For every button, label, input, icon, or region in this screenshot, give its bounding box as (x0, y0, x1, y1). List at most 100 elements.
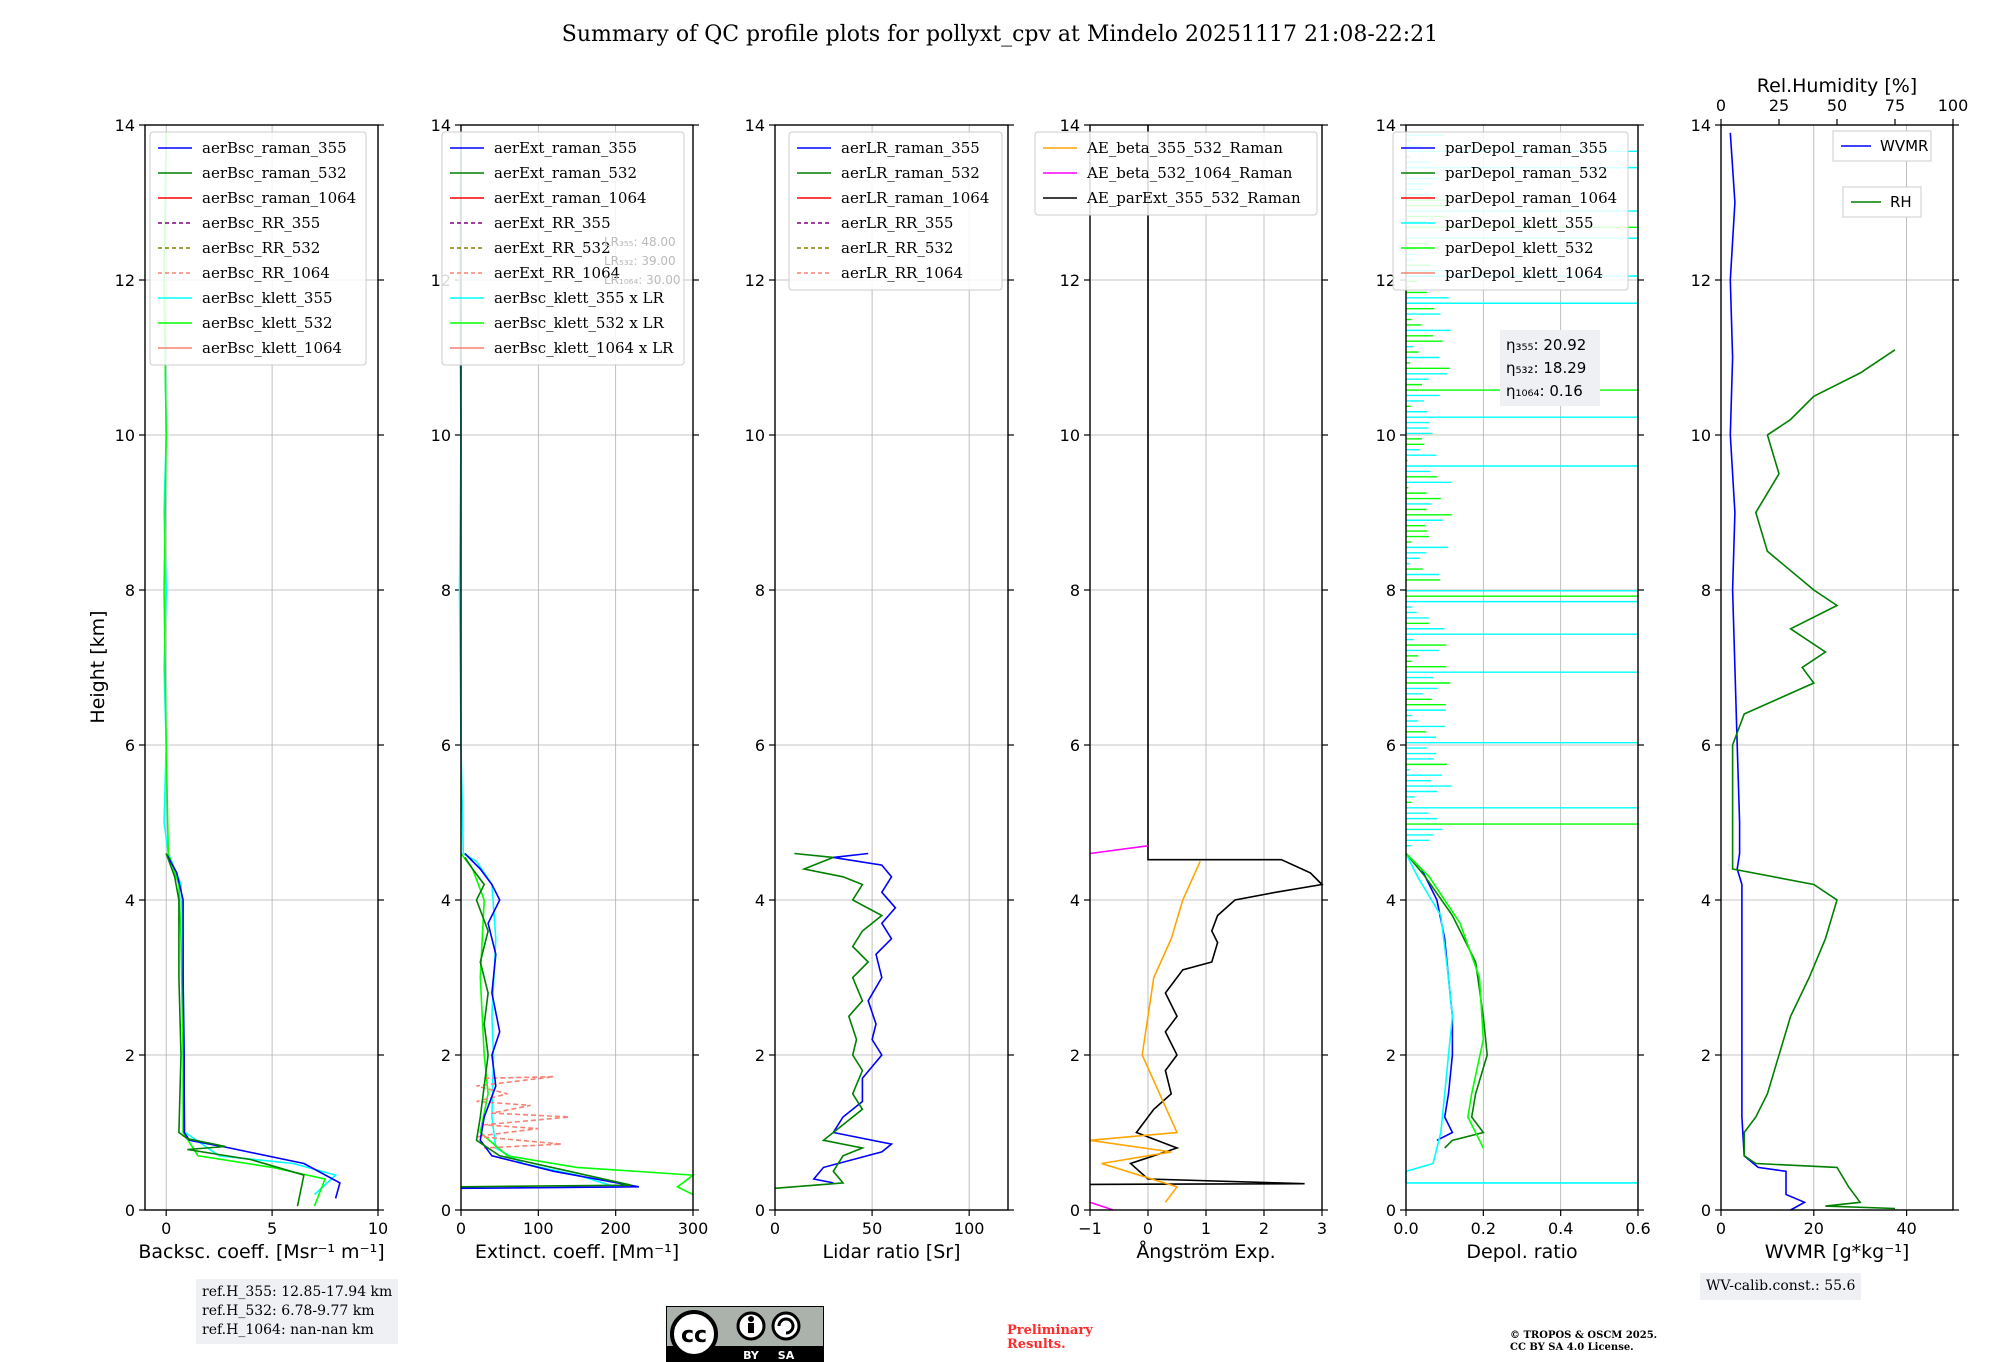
x-tick-label: 10 (368, 1219, 388, 1238)
y-tick-label: 4 (1070, 891, 1080, 910)
legend-label: parDepol_klett_1064 (1445, 264, 1603, 282)
series-line-parDepol_raman_532 (1405, 852, 1489, 1149)
legend-rh: RH (1842, 186, 1922, 218)
series-line-AE_beta_532_1064_Raman_low (1089, 1201, 1114, 1211)
legend-label: aerLR_raman_355 (841, 139, 980, 157)
ref-height-532: ref.H_532: 6.78-9.77 km (202, 1303, 375, 1319)
y-tick-label: 10 (1060, 426, 1080, 445)
y-tick-label: 4 (441, 891, 451, 910)
legend-label: aerBsc_RR_532 (202, 239, 320, 257)
legend-label: aerBsc_RR_1064 (202, 264, 330, 282)
y-tick-label: 12 (1060, 271, 1080, 290)
y-tick-label: 6 (125, 736, 135, 755)
legend-label: aerBsc_klett_355 x LR (494, 289, 665, 307)
x-tick-label: 100 (954, 1219, 985, 1238)
legend-label: aerBsc_raman_355 (202, 139, 347, 157)
axes-frame (460, 124, 694, 1211)
y-tick-label: 8 (125, 581, 135, 600)
ref-height-355: ref.H_355: 12.85-17.94 km (202, 1284, 393, 1300)
y-tick-label: 12 (745, 271, 765, 290)
y-tick-label: 12 (115, 271, 135, 290)
legend-label: AE_parExt_355_532_Raman (1086, 189, 1301, 207)
series-line-RH (1731, 349, 1896, 1210)
legend-label: aerExt_raman_355 (494, 139, 637, 157)
legend-label: aerLR_raman_1064 (841, 189, 989, 207)
top-tick-label: 50 (1827, 96, 1847, 115)
y-axis-label: Height [km] (87, 610, 109, 723)
legend-bsc: aerBsc_raman_355 aerBsc_raman_532 aerBsc_r… (149, 131, 367, 366)
y-tick-label: 4 (755, 891, 765, 910)
legend-label: aerBsc_raman_1064 (202, 189, 356, 207)
wv-calib-box: WV-calib.const.: 55.6 (1700, 1273, 1862, 1300)
x-tick-label: −1 (1078, 1219, 1102, 1238)
x-tick-label: 50 (862, 1219, 882, 1238)
cc-circle-icon (670, 1310, 718, 1358)
y-tick-label: 14 (745, 116, 765, 135)
legend-label: parDepol_klett_532 (1445, 239, 1594, 257)
x-axis-label: WVMR [g*kg⁻¹] (1765, 1241, 1910, 1263)
legend-label: AE_beta_532_1064_Raman (1086, 164, 1293, 182)
panel-depol: 0.0 0.2 0.4 0.6 0 2 4 6 8 10 12 14 Depol. ratio parDe… (1376, 116, 1651, 1263)
cc-sa-label: SA (778, 1349, 795, 1362)
x-axis-label: Extinct. coeff. [Mm⁻¹] (475, 1241, 679, 1263)
y-tick-label: 2 (125, 1046, 135, 1065)
legend-label: parDepol_raman_355 (1445, 139, 1608, 157)
y-tick-label: 2 (1070, 1046, 1080, 1065)
y-tick-label: 0 (1070, 1201, 1080, 1220)
legend-frame (1034, 131, 1318, 216)
eta-value-label: η₃₅₅: 20.92 (1506, 336, 1586, 354)
legend-label: aerBsc_klett_355 (202, 289, 333, 307)
lr-value-label: LR₃₅₅: 48.00 (604, 235, 676, 249)
x-tick-label: 20 (1804, 1219, 1824, 1238)
y-tick-label: 14 (1691, 116, 1711, 135)
y-tick-label: 6 (441, 736, 451, 755)
legend-lr: aerLR_raman_355 aerLR_raman_532 aerLR_rama… (788, 131, 1003, 291)
legend-label: aerLR_RR_532 (841, 239, 953, 257)
x-tick-label: 0.4 (1548, 1219, 1573, 1238)
preliminary-notice: Preliminary Results. (1007, 1324, 1093, 1352)
x-tick-label: 100 (523, 1219, 554, 1238)
y-tick-label: 8 (1386, 581, 1396, 600)
y-tick-label: 6 (1386, 736, 1396, 755)
axes-frame (774, 124, 1009, 1211)
series-line-aerExt_raman_355 (460, 852, 640, 1190)
legend-label: aerBsc_klett_532 (202, 314, 333, 332)
y-tick-label: 14 (115, 116, 135, 135)
series-line-WVMR (1729, 132, 1807, 1211)
cc-text: cc (681, 1323, 707, 1348)
x-tick-label: 300 (678, 1219, 709, 1238)
top-tick-label: 100 (1938, 96, 1969, 115)
y-tick-label: 8 (441, 581, 451, 600)
y-tick-label: 0 (1701, 1201, 1711, 1220)
series-line-aerExt_raman_532 (460, 856, 632, 1188)
series-line-aerBsc_klett_532 (163, 132, 327, 1207)
legend-label: aerExt_RR_355 (494, 214, 611, 232)
copyright-line-2: CC BY SA 4.0 License. (1510, 1342, 1634, 1353)
legend-label: aerBsc_klett_1064 x LR (494, 339, 674, 357)
legend-label: aerExt_RR_1064 (494, 264, 620, 282)
x-axis-label: Depol. ratio (1466, 1241, 1577, 1263)
y-tick-label: 10 (745, 426, 765, 445)
sa-share-icon (771, 1311, 801, 1341)
y-tick-label: 0 (755, 1201, 765, 1220)
legend-label: aerBsc_raman_532 (202, 164, 347, 182)
y-tick-label: 10 (1376, 426, 1396, 445)
y-tick-label: 14 (1376, 116, 1396, 135)
legend-label: aerExt_raman_532 (494, 164, 637, 182)
y-tick-label: 10 (115, 426, 135, 445)
y-tick-label: 2 (441, 1046, 451, 1065)
preliminary-line-1: Preliminary (1007, 1323, 1093, 1338)
top-tick-label: 75 (1885, 96, 1905, 115)
x-tick-label: 0 (456, 1219, 466, 1238)
y-tick-label: 10 (1691, 426, 1711, 445)
legend-label-rh: RH (1890, 193, 1912, 211)
y-tick-label: 8 (755, 581, 765, 600)
series-line-AE_beta_532_1064_Raman (1089, 845, 1149, 855)
legend-frame (149, 131, 367, 366)
y-tick-label: 0 (125, 1201, 135, 1220)
series-line-aerBsc_klett_532 x LR (460, 853, 696, 1196)
x-tick-label: 5 (267, 1219, 277, 1238)
cc-license-logo: cc BY SA (666, 1306, 824, 1362)
